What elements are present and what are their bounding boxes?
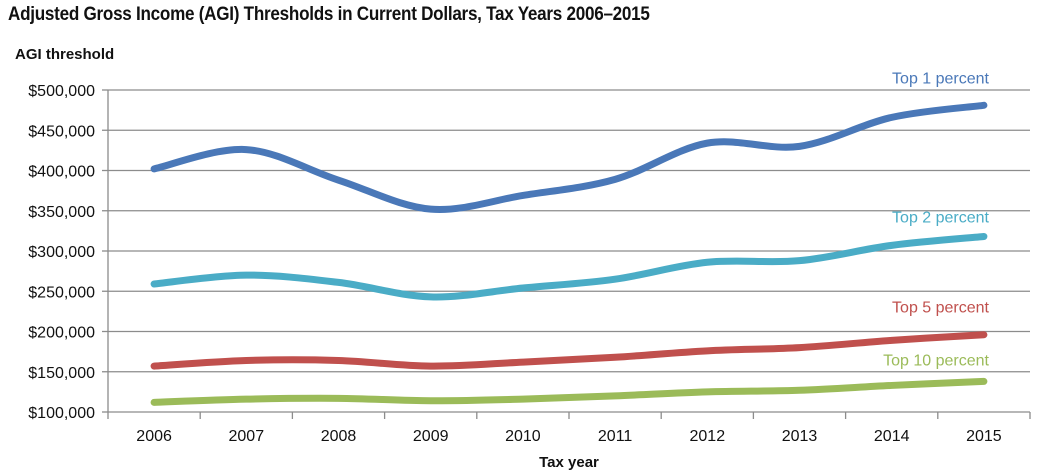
y-tick-labels: $100,000 $150,000 $200,000 $250,000 $300,000… bbox=[28, 83, 95, 422]
x-tick-label: 2012 bbox=[690, 428, 726, 445]
chart-title: Adjusted Gross Income (AGI) Thresholds i… bbox=[8, 4, 650, 25]
series-label-top-2-percent: Top 2 percent bbox=[892, 210, 990, 227]
y-tick-label: $350,000 bbox=[28, 204, 95, 221]
y-tick-label: $250,000 bbox=[28, 284, 95, 301]
y-axis-title: AGI threshold bbox=[15, 46, 114, 63]
series-label-top-1-percent: Top 1 percent bbox=[892, 70, 990, 87]
series-labels: Top 1 percent Top 2 percent Top 5 percent T… bbox=[883, 70, 989, 369]
series-line-top-1-percent bbox=[150, 101, 988, 214]
x-tick-labels: 2006 2007 2008 2009 2010 2011 2012 2013 2014 2015 bbox=[136, 428, 1001, 445]
series-line-top-5-percent bbox=[150, 331, 988, 370]
series-line-top-2-percent bbox=[150, 233, 988, 301]
series-line-top-10-percent bbox=[150, 377, 988, 406]
x-tick-label: 2014 bbox=[874, 428, 910, 445]
x-axis-title: Tax year bbox=[539, 454, 599, 471]
y-tick-label: $500,000 bbox=[28, 83, 95, 100]
y-tick-label: $200,000 bbox=[28, 325, 95, 342]
x-tick-label: 2007 bbox=[229, 428, 265, 445]
series-label-top-10-percent: Top 10 percent bbox=[883, 352, 989, 369]
x-tick-label: 2011 bbox=[598, 428, 633, 445]
x-tick-label: 2008 bbox=[321, 428, 357, 445]
x-tick-label: 2006 bbox=[136, 428, 172, 445]
y-tick-label: $150,000 bbox=[28, 365, 95, 382]
axes bbox=[102, 89, 1031, 419]
x-tick-label: 2010 bbox=[505, 428, 541, 445]
series-lines bbox=[150, 101, 988, 406]
x-tick-label: 2015 bbox=[966, 428, 1002, 445]
x-tick-label: 2013 bbox=[782, 428, 818, 445]
y-tick-label: $450,000 bbox=[28, 123, 95, 140]
series-label-top-5-percent: Top 5 percent bbox=[892, 300, 990, 317]
gridlines bbox=[108, 89, 1030, 373]
y-tick-label: $100,000 bbox=[28, 405, 95, 422]
x-tick-label: 2009 bbox=[413, 428, 449, 445]
y-tick-label: $400,000 bbox=[28, 164, 95, 181]
y-tick-label: $300,000 bbox=[28, 244, 95, 261]
